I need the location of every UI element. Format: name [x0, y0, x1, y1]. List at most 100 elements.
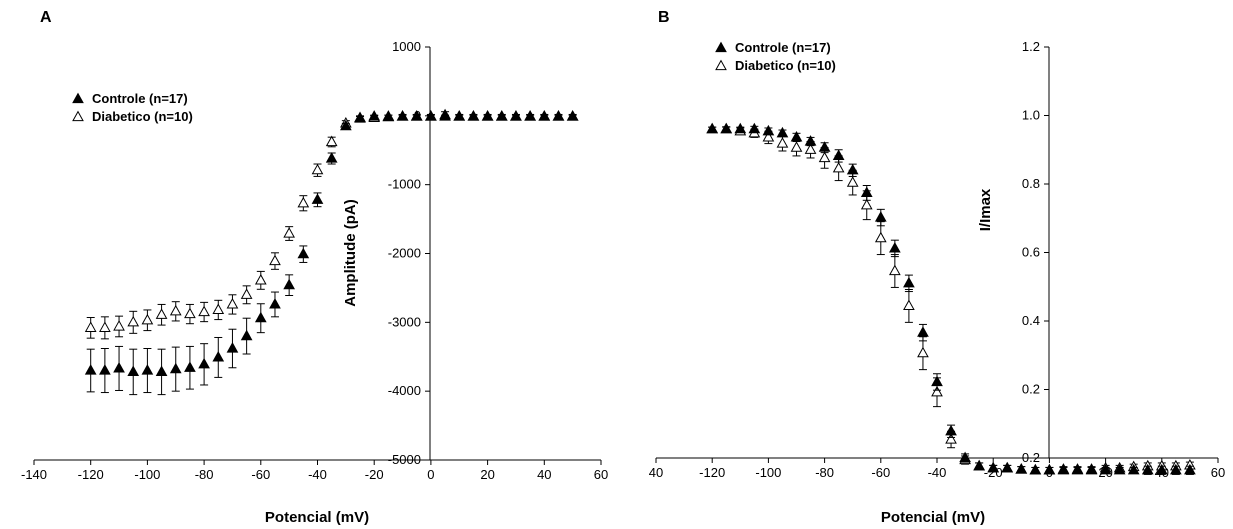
data-point [1113, 463, 1126, 475]
data-point [283, 278, 295, 290]
chart-panel-b: B40-120-100-80-60-40-2002040601.21.00.80… [649, 9, 1225, 526]
data-point [127, 365, 140, 376]
y-tick-label: 0.8 [1022, 176, 1040, 191]
data-point [524, 110, 536, 121]
data-point [84, 321, 97, 332]
data-point [552, 110, 565, 121]
y-tick-label: 0.4 [1022, 313, 1040, 328]
y-axis-title: I/Imax [977, 188, 994, 231]
data-point [931, 375, 943, 387]
data-point [1085, 463, 1098, 475]
legend-label: Controle (n=17) [735, 40, 831, 55]
series-controle [84, 110, 579, 396]
legend-label: Diabetico (n=10) [735, 58, 836, 73]
panel-label: A [40, 9, 52, 26]
data-point [874, 231, 887, 243]
legend-label: Diabetico (n=10) [92, 109, 193, 124]
series-diabetico [84, 108, 579, 340]
data-point [141, 313, 154, 325]
data-point [169, 362, 182, 374]
data-point [762, 130, 775, 142]
legend-marker [72, 92, 84, 104]
x-tick-label: -80 [815, 465, 834, 480]
data-point [481, 110, 494, 121]
x-tick-label: 60 [1211, 465, 1225, 480]
data-point [1127, 463, 1140, 475]
x-tick-label: -40 [928, 465, 947, 480]
data-point [889, 264, 901, 276]
data-point [240, 329, 253, 341]
data-point [141, 364, 154, 375]
data-point [254, 273, 267, 285]
data-point [184, 307, 196, 319]
panel-label: B [658, 9, 670, 26]
data-point [790, 130, 803, 142]
data-point [1057, 463, 1070, 475]
y-tick-label: 0.6 [1022, 245, 1040, 260]
data-point [340, 119, 352, 131]
data-point [495, 110, 508, 121]
data-point [1029, 463, 1042, 475]
series-controle [706, 122, 1196, 475]
x-tick-label: 60 [594, 467, 608, 482]
data-point [84, 364, 97, 375]
x-tick-label: -100 [755, 465, 781, 480]
data-point [987, 461, 1000, 473]
x-tick-label: -60 [251, 467, 270, 482]
series-diabetico [706, 122, 1196, 475]
data-point [453, 110, 466, 121]
data-point [804, 135, 817, 146]
data-point [790, 141, 803, 152]
data-point [917, 326, 929, 337]
data-point [113, 320, 125, 331]
data-point [382, 110, 395, 121]
y-axis-title: Amplitude (pA) [342, 199, 359, 306]
y-tick-label: 1000 [392, 39, 421, 54]
data-point [804, 143, 817, 154]
data-point [297, 247, 310, 259]
data-point [1099, 463, 1112, 475]
data-point [226, 298, 239, 309]
data-point [311, 163, 324, 175]
data-point [212, 351, 225, 362]
data-point [1155, 463, 1168, 475]
data-point [776, 137, 789, 148]
data-point [903, 299, 915, 311]
data-point [212, 303, 225, 315]
data-point [1001, 461, 1014, 473]
legend: Controle (n=17) Diabetico (n=10) [72, 91, 193, 124]
data-point [1043, 463, 1056, 475]
data-point [818, 141, 831, 152]
data-point [917, 346, 929, 358]
x-tick-label: 20 [480, 467, 494, 482]
data-point [889, 241, 901, 253]
data-point [325, 152, 338, 163]
data-point [439, 110, 451, 121]
y-tick-label: 1.2 [1022, 39, 1040, 54]
x-tick-label: -20 [984, 465, 1003, 480]
x-axis-title: Potencial (mV) [265, 509, 369, 526]
x-tick-label: -120 [78, 467, 104, 482]
y-tick-label: 1.0 [1022, 108, 1040, 123]
data-point [945, 433, 957, 444]
data-point [99, 364, 111, 375]
data-point [973, 459, 985, 471]
data-point [311, 193, 324, 204]
data-point [538, 110, 551, 121]
data-point [874, 211, 887, 222]
x-tick-label: -20 [365, 467, 384, 482]
data-point [1141, 463, 1154, 475]
data-point [425, 110, 437, 121]
x-tick-label: -40 [308, 467, 327, 482]
y-tick-label: -4000 [388, 383, 421, 398]
data-point [410, 110, 423, 121]
data-point [706, 122, 719, 134]
data-point [1184, 463, 1196, 475]
data-point [776, 126, 789, 138]
data-point [297, 196, 310, 208]
data-point [169, 304, 182, 316]
data-point [1170, 463, 1182, 475]
x-tick-label: -80 [195, 467, 214, 482]
data-point [127, 315, 140, 327]
